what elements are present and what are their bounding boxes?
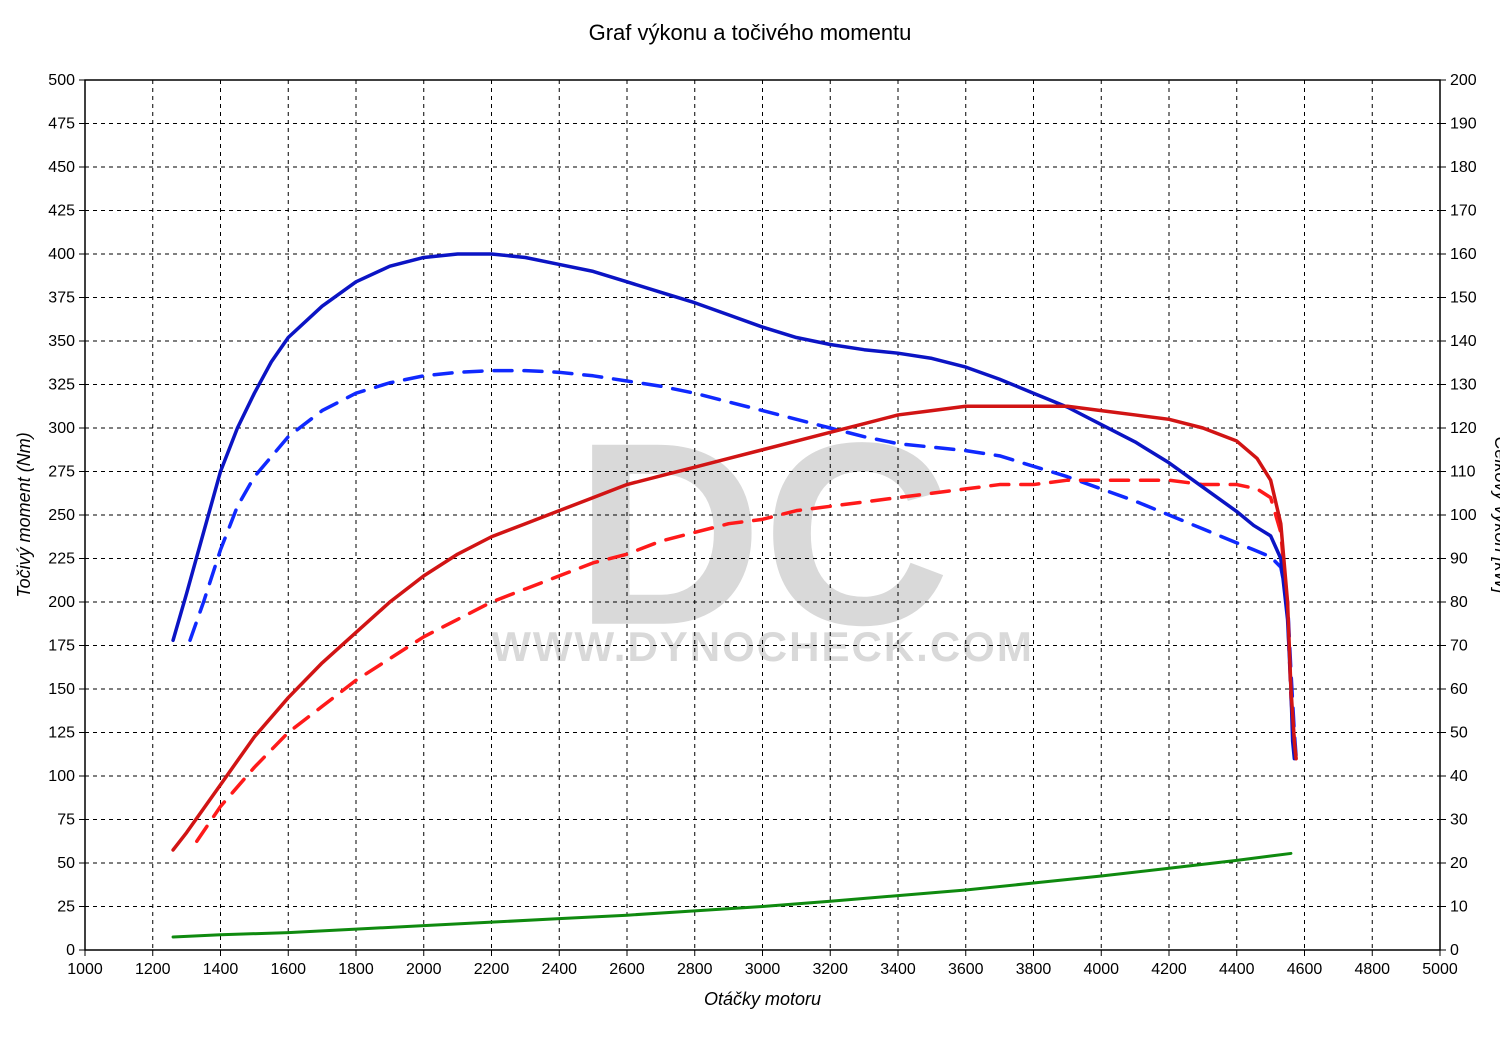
y-right-tick-label: 200 <box>1450 72 1477 89</box>
x-tick-label: 3800 <box>1016 961 1052 978</box>
y-right-tick-label: 110 <box>1450 464 1476 481</box>
x-axis-title: Otáčky motoru <box>704 989 821 1009</box>
x-tick-label: 2800 <box>677 961 713 978</box>
dyno-chart: DCWWW.DYNOCHECK.COM100012001400160018002… <box>0 0 1500 1040</box>
x-tick-label: 4400 <box>1219 961 1255 978</box>
x-tick-label: 2400 <box>541 961 577 978</box>
y-left-tick-label: 25 <box>57 899 75 916</box>
x-tick-label: 1200 <box>135 961 171 978</box>
x-tick-label: 3600 <box>948 961 984 978</box>
y-left-tick-label: 425 <box>48 203 75 220</box>
x-tick-label: 3200 <box>812 961 848 978</box>
x-tick-label: 2200 <box>474 961 510 978</box>
grid <box>85 80 1440 950</box>
y-right-tick-label: 20 <box>1450 855 1468 872</box>
y-right-tick-label: 180 <box>1450 159 1477 176</box>
x-tick-label: 1600 <box>270 961 306 978</box>
y-left-tick-label: 475 <box>48 116 75 133</box>
y-right-tick-label: 0 <box>1450 942 1459 959</box>
x-tick-label: 1800 <box>338 961 374 978</box>
y-left-tick-label: 500 <box>48 72 75 89</box>
x-tick-label: 1400 <box>203 961 239 978</box>
y-left-tick-label: 75 <box>57 812 75 829</box>
x-tick-label: 1000 <box>67 961 103 978</box>
chart-svg: DCWWW.DYNOCHECK.COM100012001400160018002… <box>0 0 1500 1040</box>
y-right-tick-label: 100 <box>1450 507 1477 524</box>
y-left-tick-label: 150 <box>48 681 75 698</box>
y-right-tick-label: 80 <box>1450 594 1468 611</box>
watermark-url: WWW.DYNOCHECK.COM <box>491 623 1034 670</box>
y-right-tick-label: 130 <box>1450 377 1477 394</box>
x-tick-label: 4000 <box>1083 961 1119 978</box>
y-left-tick-label: 225 <box>48 551 75 568</box>
y-left-tick-label: 325 <box>48 377 75 394</box>
y-right-tick-label: 160 <box>1450 246 1477 263</box>
x-tick-label: 3000 <box>745 961 781 978</box>
y-right-tick-label: 170 <box>1450 203 1477 220</box>
y-left-tick-label: 50 <box>57 855 75 872</box>
y-left-tick-label: 0 <box>66 942 75 959</box>
x-tick-label: 2000 <box>406 961 442 978</box>
y-left-tick-label: 300 <box>48 420 75 437</box>
y-right-tick-label: 10 <box>1450 899 1468 916</box>
x-tick-label: 5000 <box>1422 961 1458 978</box>
y-right-tick-label: 90 <box>1450 551 1468 568</box>
y-left-tick-label: 400 <box>48 246 75 263</box>
y-left-tick-label: 250 <box>48 507 75 524</box>
y-left-tick-label: 200 <box>48 594 75 611</box>
y-left-tick-label: 375 <box>48 290 75 307</box>
x-tick-label: 4200 <box>1151 961 1187 978</box>
y-right-tick-label: 190 <box>1450 116 1477 133</box>
x-tick-label: 4600 <box>1287 961 1323 978</box>
x-tick-label: 4800 <box>1354 961 1390 978</box>
y-right-tick-label: 140 <box>1450 333 1477 350</box>
y-left-tick-label: 175 <box>48 638 75 655</box>
y-right-tick-label: 50 <box>1450 725 1468 742</box>
y-left-tick-label: 275 <box>48 464 75 481</box>
y-right-axis-title: Celkový výkon [kW] <box>1491 436 1500 594</box>
y-right-tick-label: 60 <box>1450 681 1468 698</box>
y-right-tick-label: 120 <box>1450 420 1477 437</box>
y-left-tick-label: 125 <box>48 725 75 742</box>
y-right-tick-label: 40 <box>1450 768 1468 785</box>
y-left-tick-label: 350 <box>48 333 75 350</box>
y-right-tick-label: 150 <box>1450 290 1477 307</box>
y-left-tick-label: 450 <box>48 159 75 176</box>
y-right-tick-label: 30 <box>1450 812 1468 829</box>
y-right-tick-label: 70 <box>1450 638 1468 655</box>
y-left-axis-title: Točivý moment (Nm) <box>14 432 34 597</box>
chart-title: Graf výkonu a točivého momentu <box>589 20 912 45</box>
x-tick-label: 2600 <box>609 961 645 978</box>
x-tick-label: 3400 <box>880 961 916 978</box>
y-left-tick-label: 100 <box>48 768 75 785</box>
